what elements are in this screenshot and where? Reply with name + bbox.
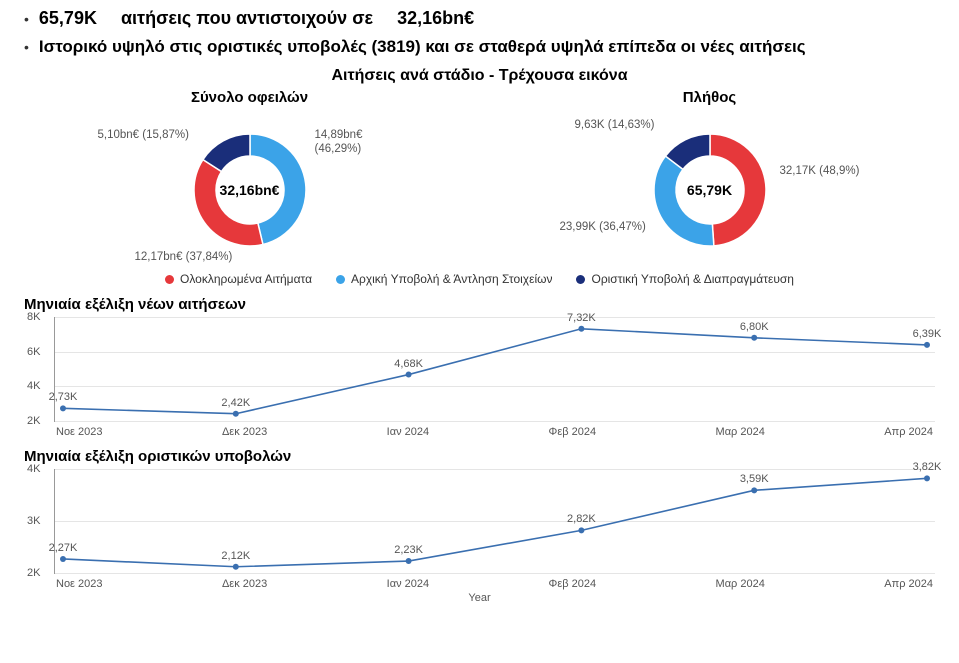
xtick-label: Φεβ 2024 xyxy=(549,426,597,438)
donut-slice-label: 32,17K (48,9%) xyxy=(780,164,860,178)
xtick-label: Φεβ 2024 xyxy=(549,578,597,590)
line2-xlabels: Νοε 2023 Δεκ 2023 Ιαν 2024 Φεβ 2024 Μαρ 2024… xyxy=(54,578,935,590)
xtick-label: Απρ 2024 xyxy=(884,578,933,590)
bullet-icon: • xyxy=(24,12,29,26)
donut-right: Πλήθος 65,79K 32,17K (48,9%) 23,99K (36,47… xyxy=(500,89,920,270)
line2-title: Μηνιαία εξέλιξη οριστικών υποβολών xyxy=(24,448,935,465)
legend-item: Αρχική Υποβολή & Άντληση Στοιχείων xyxy=(336,272,552,286)
point-label: 3,59K xyxy=(740,474,769,486)
point-label: 2,27K xyxy=(49,542,78,554)
ytick-label: 4K xyxy=(27,463,40,475)
line1-chart: 2K4K6K8K2,73K2,42K4,68K7,32K6,80K6,39K xyxy=(54,317,935,422)
ytick-label: 8K xyxy=(27,311,40,323)
ytick-label: 4K xyxy=(27,380,40,392)
donut-right-title: Πλήθος xyxy=(500,89,920,106)
xtick-label: Δεκ 2023 xyxy=(222,426,267,438)
donut-center-value: 32,16bn€ xyxy=(220,182,280,198)
legend-item: Ολοκληρωμένα Αιτήματα xyxy=(165,272,312,286)
donut-slice-label: 9,63K (14,63%) xyxy=(575,118,655,132)
point-label: 7,32K xyxy=(567,312,596,324)
point-label: 2,42K xyxy=(221,397,250,409)
legend-item: Οριστική Υποβολή & Διαπραγμάτευση xyxy=(576,272,794,286)
xtick-label: Μαρ 2024 xyxy=(716,578,765,590)
legend-dot-icon xyxy=(165,275,174,284)
xtick-label: Απρ 2024 xyxy=(884,426,933,438)
xtick-label: Μαρ 2024 xyxy=(716,426,765,438)
headline-count: 65,79K xyxy=(39,8,97,28)
xtick-label: Νοε 2023 xyxy=(56,578,103,590)
donut-left-title: Σύνολο οφειλών xyxy=(40,89,460,106)
donut-slice-label: 12,17bn€ (37,84%) xyxy=(135,250,233,264)
donut-center-value: 65,79K xyxy=(687,182,732,198)
line1-xlabels: Νοε 2023 Δεκ 2023 Ιαν 2024 Φεβ 2024 Μαρ 2024… xyxy=(54,426,935,438)
donut-row: Σύνολο οφειλών 32,16bn€ 14,89bn€(46,29%) 1… xyxy=(24,89,935,270)
donut-right-chart: 65,79K 32,17K (48,9%) 23,99K (36,47%) 9,63K… xyxy=(500,110,920,270)
legend: Ολοκληρωμένα Αιτήματα Αρχική Υποβολή & Άν… xyxy=(24,272,935,286)
xtick-label: Ιαν 2024 xyxy=(387,578,429,590)
point-label: 4,68K xyxy=(394,358,423,370)
legend-dot-icon xyxy=(336,275,345,284)
ytick-label: 3K xyxy=(27,515,40,527)
donut-left: Σύνολο οφειλών 32,16bn€ 14,89bn€(46,29%) 1… xyxy=(40,89,460,270)
point-label: 2,82K xyxy=(567,514,596,526)
subhead: Ιστορικό υψηλό στις οριστικές υποβολές (… xyxy=(39,37,806,57)
headline: 65,79K αιτήσεις που αντιστοιχούν σε 32,1… xyxy=(39,8,474,29)
legend-text: Αρχική Υποβολή & Άντληση Στοιχείων xyxy=(351,272,552,286)
legend-text: Ολοκληρωμένα Αιτήματα xyxy=(180,272,312,286)
legend-dot-icon xyxy=(576,275,585,284)
ytick-label: 2K xyxy=(27,415,40,427)
donut-slice-label: 5,10bn€ (15,87%) xyxy=(98,128,189,142)
line2-chart: 2K3K4K2,27K2,12K2,23K2,82K3,59K3,82K xyxy=(54,469,935,574)
xtick-label: Ιαν 2024 xyxy=(387,426,429,438)
ytick-label: 6K xyxy=(27,346,40,358)
ytick-label: 2K xyxy=(27,567,40,579)
donut-slice-label: 14,89bn€(46,29%) xyxy=(315,128,363,157)
xaxis-title: Year xyxy=(24,592,935,604)
subhead-row: • Ιστορικό υψηλό στις οριστικές υποβολές… xyxy=(24,37,935,57)
section-title: Αιτήσεις ανά στάδιο - Τρέχουσα εικόνα xyxy=(24,67,935,85)
headline-amount: 32,16bn€ xyxy=(397,8,474,28)
point-label: 6,80K xyxy=(740,321,769,333)
donut-slice-label: 23,99K (36,47%) xyxy=(560,220,646,234)
headline-row: • 65,79K αιτήσεις που αντιστοιχούν σε 32… xyxy=(24,8,935,29)
xtick-label: Νοε 2023 xyxy=(56,426,103,438)
bullet-icon: • xyxy=(24,40,29,54)
point-label: 2,12K xyxy=(221,550,250,562)
xtick-label: Δεκ 2023 xyxy=(222,578,267,590)
donut-left-chart: 32,16bn€ 14,89bn€(46,29%) 12,17bn€ (37,84%… xyxy=(40,110,460,270)
point-label: 6,39K xyxy=(913,328,942,340)
point-label: 2,23K xyxy=(394,544,423,556)
point-label: 2,73K xyxy=(49,392,78,404)
headline-mid: αιτήσεις που αντιστοιχούν σε xyxy=(121,8,373,28)
legend-text: Οριστική Υποβολή & Διαπραγμάτευση xyxy=(591,272,794,286)
point-label: 3,82K xyxy=(913,462,942,474)
line1-title: Μηνιαία εξέλιξη νέων αιτήσεων xyxy=(24,296,935,313)
